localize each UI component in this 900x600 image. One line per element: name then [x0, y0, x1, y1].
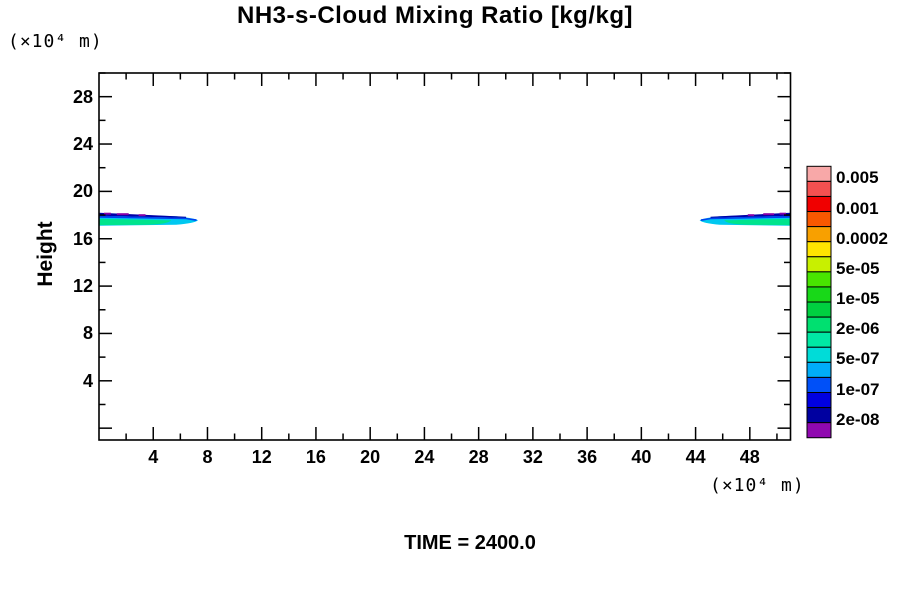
- x-tick-label: 16: [305, 447, 326, 467]
- colorbar-cell: [806, 180, 832, 197]
- colorbar-level-label: 5e-07: [836, 349, 880, 369]
- y-tick-label: 12: [72, 276, 93, 297]
- colorbar-cell: [806, 376, 832, 394]
- y-tick-label: 20: [72, 181, 93, 202]
- cloud-band-blue-edge: [99, 215, 197, 222]
- y-tick-label: 4: [82, 370, 93, 391]
- colorbar-cell: [806, 165, 832, 182]
- cloud-band-purple-speck: [103, 212, 111, 215]
- y-axis-units-label: (×10⁴ m): [8, 31, 103, 52]
- x-tick-label: 4: [148, 447, 159, 467]
- colorbar-level-label: 0.001: [836, 198, 879, 218]
- colorbar-level-label: 1e-07: [836, 379, 880, 399]
- colorbar-cell: [806, 256, 832, 273]
- x-tick-label: 32: [522, 447, 543, 467]
- x-tick-label: 36: [577, 447, 598, 467]
- cloud-band-purple-speck: [763, 213, 775, 216]
- colorbar-cell: [806, 301, 832, 318]
- x-tick-label: 28: [468, 447, 489, 467]
- y-tick-label: 24: [72, 134, 93, 155]
- cloud-band-purple-speck: [116, 213, 129, 216]
- cloud-band-core: [724, 218, 791, 226]
- colorbar-cell: [806, 346, 832, 363]
- colorbar-cell: [806, 271, 832, 288]
- cloud-band-blue-edge: [701, 215, 791, 222]
- colorbar-level-label: 2e-06: [836, 319, 880, 339]
- colorbar-cell: [806, 226, 832, 243]
- y-tick-label: 16: [72, 228, 93, 249]
- colorbar-level-label: 5e-05: [836, 258, 880, 278]
- colorbar-cell: [806, 361, 832, 378]
- x-tick-label: 40: [631, 447, 652, 467]
- colorbar-cell: [806, 195, 832, 213]
- colorbar-level-label: 1e-05: [836, 289, 880, 309]
- colorbar-cell: [806, 331, 832, 348]
- y-tick-label: 8: [82, 323, 93, 344]
- chart-title: NH3-s-Cloud Mixing Ratio [kg/kg]: [237, 2, 633, 29]
- x-axis-units-label: (×10⁴ m): [710, 475, 805, 496]
- cloud-band-purple-speck: [779, 212, 786, 215]
- x-tick-label: 48: [739, 447, 760, 467]
- cloud-band-purple-speck: [747, 214, 755, 217]
- x-tick-label: 12: [251, 447, 272, 467]
- y-tick-label: 28: [72, 86, 93, 107]
- colorbar-level-label: 0.0002: [836, 228, 888, 248]
- colorbar-cell: [806, 286, 832, 303]
- x-tick-label: 20: [360, 447, 381, 467]
- colorbar-cell: [806, 407, 832, 424]
- x-tick-label: 8: [202, 447, 213, 467]
- colorbar-cell: [806, 211, 832, 228]
- colorbar-cell: [806, 392, 832, 409]
- x-tick-label: 24: [414, 447, 435, 467]
- colorbar-level-label: 0.005: [836, 168, 879, 188]
- colorbar-cell: [806, 241, 832, 258]
- cloud-band-purple-speck: [138, 214, 146, 217]
- cloud-band-core: [99, 218, 172, 226]
- colorbar-cell: [806, 422, 832, 439]
- colorbar-level-label: 2e-08: [836, 409, 880, 429]
- plot-frame: [98, 72, 792, 441]
- colorbar-cell: [806, 316, 832, 333]
- time-label: TIME = 2400.0: [404, 532, 536, 554]
- x-tick-label: 44: [685, 447, 706, 467]
